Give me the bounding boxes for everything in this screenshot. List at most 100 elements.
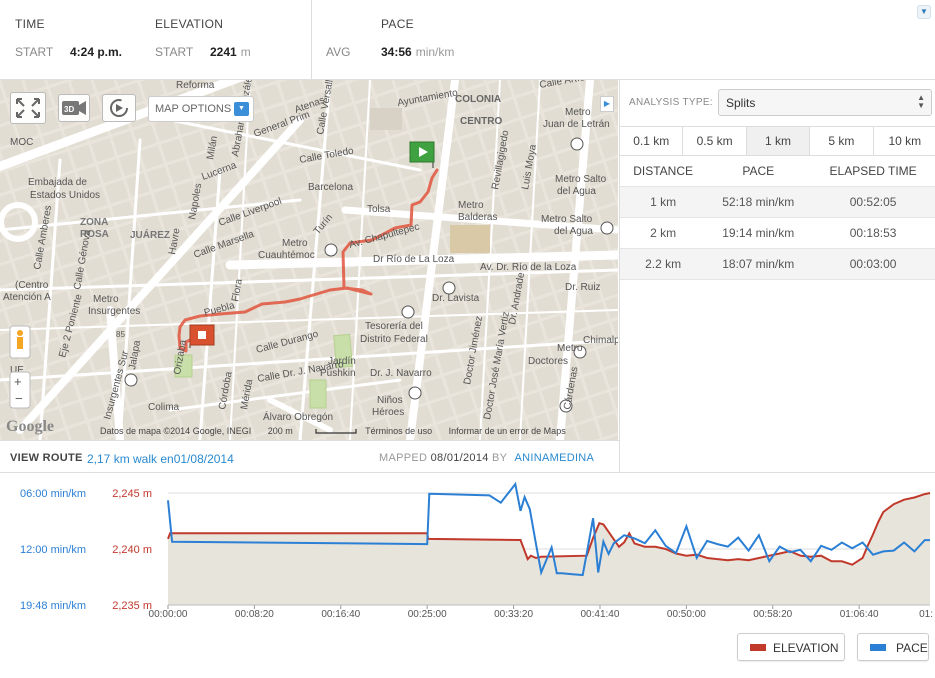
replay-button[interactable] <box>102 94 136 122</box>
elevation-axis-label: 2,245 m <box>112 488 152 500</box>
split-distance: 2.2 km <box>620 248 707 280</box>
fullscreen-icon <box>16 98 40 118</box>
svg-text:Balderas: Balderas <box>458 212 497 223</box>
pace-axis-label: 06:00 min/km <box>20 488 86 500</box>
elevation-number: 2241 <box>210 45 237 59</box>
time-value: 4:24 p.m. <box>70 45 123 59</box>
x-tick-label: 00:16:40 <box>321 609 360 620</box>
svg-text:ROSA: ROSA <box>80 229 109 240</box>
svg-text:Metro: Metro <box>557 343 583 354</box>
split-distance: 1 km <box>620 186 707 218</box>
zoom-controls[interactable] <box>9 371 31 409</box>
route-link[interactable]: 2,17 km walk en01/08/2014 <box>87 452 234 466</box>
tab-split-0-1km[interactable]: 0.1 km <box>620 127 684 155</box>
map-building <box>370 108 402 130</box>
svg-text:Metro: Metro <box>458 200 484 211</box>
route-map[interactable]: Reforma Atenas General Prim Abraham Gonz… <box>0 80 618 440</box>
route-path[interactable] <box>177 168 439 353</box>
table-row: 1 km 52:18 min/km 00:52:05 <box>620 186 935 218</box>
elevation-axis-label: 2,240 m <box>112 544 152 556</box>
pace-value: 34:56 min/km <box>381 45 454 59</box>
legend-elevation-toggle[interactable]: ELEVATION <box>737 633 845 661</box>
by-label: BY <box>492 452 508 464</box>
svg-text:Dr. J. Navarro: Dr. J. Navarro <box>370 368 432 379</box>
svg-text:Jalapa: Jalapa <box>127 339 143 370</box>
analysis-panel: ANALYSIS TYPE: Splits ▲ ▼ 0.1 km 0.5 km 1… <box>619 80 935 472</box>
pace-unit: min/km <box>415 45 455 59</box>
svg-text:Álvaro Obregón: Álvaro Obregón <box>263 410 333 423</box>
elevation-value: 2241 m <box>210 45 251 59</box>
mapped-info: MAPPED 08/01/2014 BY ANINAMEDINA <box>379 452 594 464</box>
time-label: START <box>15 45 54 59</box>
svg-text:Cuauhtémoc: Cuauhtémoc <box>258 250 315 261</box>
svg-text:Colima: Colima <box>148 402 180 413</box>
legend-elevation-label: ELEVATION <box>773 641 839 655</box>
pace-swatch <box>870 644 886 651</box>
svg-text:Dr. Lavista: Dr. Lavista <box>432 293 480 304</box>
pace-line <box>167 481 930 577</box>
column-header-elapsed-time[interactable]: ELAPSED TIME <box>810 156 935 187</box>
x-tick-label: 01: <box>919 609 933 620</box>
split-pace: 19:14 min/km <box>706 217 811 249</box>
map-roundabout <box>0 202 38 242</box>
map-report-link[interactable]: Informar de un error de Maps <box>448 426 566 436</box>
svg-text:Insurgentes: Insurgentes <box>88 306 140 317</box>
legend-pace-toggle[interactable]: PACE <box>857 633 929 661</box>
svg-text:Juan de Letrán: Juan de Letrán <box>543 119 610 130</box>
analysis-type-select[interactable]: Splits ▲ ▼ <box>718 89 932 116</box>
analysis-type-value: Splits <box>726 96 756 110</box>
route-info-bar: VIEW ROUTE 2,17 km walk en01/08/2014 MAP… <box>0 440 619 472</box>
tab-split-0-5km[interactable]: 0.5 km <box>683 127 747 155</box>
table-row: 2 km 19:14 min/km 00:18:53 <box>620 217 935 249</box>
column-header-pace[interactable]: PACE <box>706 156 811 187</box>
column-header-distance[interactable]: DISTANCE <box>620 156 707 187</box>
author-link[interactable]: ANINAMEDINA <box>514 452 595 464</box>
svg-text:CENTRO: CENTRO <box>460 116 502 127</box>
split-elapsed: 00:03:00 <box>810 248 935 280</box>
svg-text:Niños: Niños <box>377 395 403 406</box>
map-terms-link[interactable]: Términos de uso <box>365 426 433 436</box>
tab-split-5km[interactable]: 5 km <box>810 127 874 155</box>
map-canvas[interactable]: Reforma Atenas General Prim Abraham Gonz… <box>0 80 618 440</box>
svg-text:Metro: Metro <box>93 294 119 305</box>
route-end-marker[interactable] <box>189 324 215 348</box>
svg-text:Embajada de: Embajada de <box>28 177 87 188</box>
expand-panel-button[interactable]: ▶ <box>600 96 614 112</box>
split-pace: 18:07 min/km <box>706 248 811 280</box>
svg-text:Milán: Milán <box>205 135 220 160</box>
map-options-dropdown[interactable]: MAP OPTIONS ▼ <box>148 96 254 122</box>
svg-text:Havre: Havre <box>167 227 183 256</box>
table-header-row: DISTANCE PACE ELAPSED TIME <box>620 156 935 187</box>
svg-text:Metro: Metro <box>565 107 591 118</box>
3d-camera-icon: 3D <box>62 101 86 115</box>
split-elapsed: 00:18:53 <box>810 217 935 249</box>
zoom-in-icon[interactable]: + <box>14 374 22 389</box>
map-options-label: MAP OPTIONS <box>155 103 232 115</box>
tab-split-10km[interactable]: 10 km <box>873 127 935 155</box>
map-metro-icons <box>124 137 614 413</box>
split-pace: 52:18 min/km <box>706 186 811 218</box>
svg-text:Tolsa: Tolsa <box>367 204 391 215</box>
fullscreen-button[interactable] <box>10 92 46 124</box>
route-start-marker[interactable] <box>409 141 435 168</box>
svg-text:Pushkin: Pushkin <box>320 368 356 379</box>
elevation-line <box>167 492 931 566</box>
tab-split-1km[interactable]: 1 km <box>746 127 811 155</box>
elevation-area <box>168 493 930 605</box>
map-data-attribution: Datos de mapa ©2014 Google, INEGI <box>100 426 252 436</box>
replay-icon <box>110 99 128 117</box>
split-distance-tabs: 0.1 km 0.5 km 1 km 5 km 10 km <box>620 126 935 156</box>
x-tick-label: 00:58:20 <box>753 609 792 620</box>
time-heading: TIME <box>15 17 45 31</box>
svg-text:Metro: Metro <box>282 238 308 249</box>
svg-text:Av. Dr. Río de la Loza: Av. Dr. Río de la Loza <box>480 262 577 273</box>
collapse-stats-button[interactable]: ▼ <box>917 5 931 19</box>
analysis-type-label: ANALYSIS TYPE: <box>629 97 713 108</box>
split-distance: 2 km <box>620 217 707 249</box>
svg-text:Chimalp: Chimalp <box>583 335 618 346</box>
view-route-label: VIEW ROUTE <box>10 452 83 464</box>
3d-view-button[interactable]: 3D <box>58 94 90 122</box>
zoom-out-icon[interactable]: − <box>15 391 23 406</box>
x-tick-label: 00:33:20 <box>494 609 533 620</box>
map-park-2 <box>333 333 353 369</box>
